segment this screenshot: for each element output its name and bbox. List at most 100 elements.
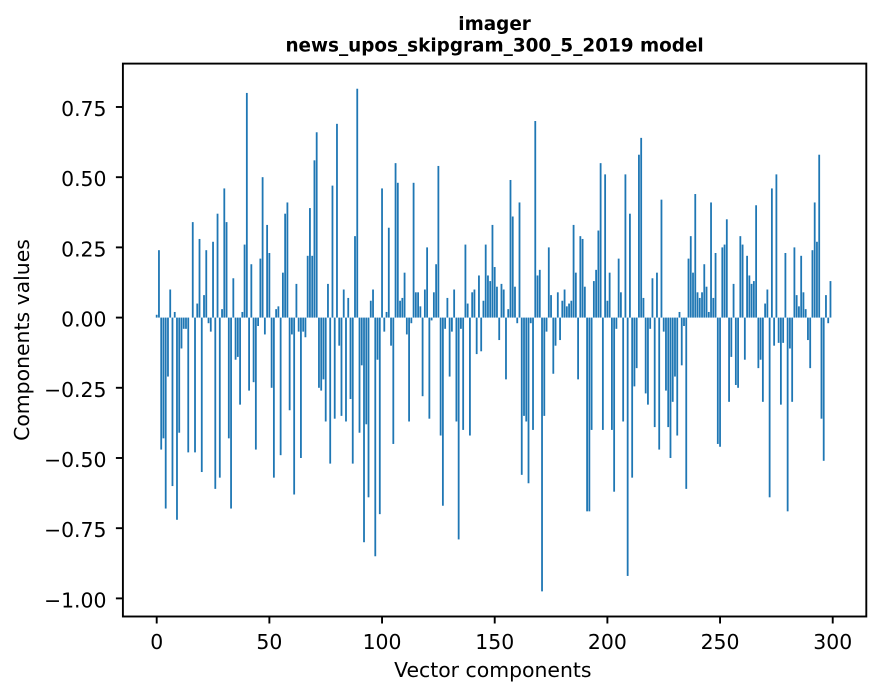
bar-137 xyxy=(464,244,467,318)
bar-220 xyxy=(651,278,654,318)
x-tick-label-0: 0 xyxy=(150,630,163,654)
bar-244 xyxy=(705,286,708,318)
bar-179 xyxy=(559,317,561,341)
bar-240 xyxy=(696,292,699,318)
bar-131 xyxy=(451,317,453,332)
bar-245 xyxy=(707,311,710,318)
bar-225 xyxy=(662,317,665,332)
bar-276 xyxy=(777,317,780,343)
x-tick-label-150: 150 xyxy=(475,630,514,654)
bar-34 xyxy=(232,278,235,318)
bar-65 xyxy=(302,317,305,332)
bar-49 xyxy=(266,224,269,318)
bar-248 xyxy=(714,253,717,318)
bar-155 xyxy=(505,317,507,380)
bar-169 xyxy=(536,275,539,318)
bar-279 xyxy=(784,253,787,318)
bar-37 xyxy=(239,317,241,405)
bar-4 xyxy=(164,317,167,509)
bar-241 xyxy=(698,297,701,318)
bar-143 xyxy=(478,275,480,318)
bar-252 xyxy=(723,244,726,318)
bar-19 xyxy=(198,238,201,318)
bar-95 xyxy=(369,300,372,318)
bar-108 xyxy=(399,300,401,318)
bar-227 xyxy=(667,317,670,428)
bar-182 xyxy=(565,306,568,318)
bar-187 xyxy=(577,317,579,380)
bar-158 xyxy=(511,216,514,318)
bar-249 xyxy=(716,317,719,444)
bar-62 xyxy=(295,283,298,318)
bar-216 xyxy=(642,297,645,318)
bar-267 xyxy=(757,317,760,369)
chart-title: imager news_upos_skipgram_300_5_2019 mod… xyxy=(285,14,703,56)
bar-263 xyxy=(748,275,751,318)
bar-292 xyxy=(813,202,816,318)
bar-113 xyxy=(410,317,413,324)
bar-27 xyxy=(216,213,219,318)
bar-136 xyxy=(462,317,465,430)
bar-159 xyxy=(514,286,516,318)
bar-217 xyxy=(644,317,647,394)
bar-284 xyxy=(795,295,798,318)
bar-221 xyxy=(653,317,656,428)
bar-128 xyxy=(444,317,447,329)
bar-265 xyxy=(752,281,755,318)
bar-6 xyxy=(169,289,172,318)
bar-77 xyxy=(329,317,332,464)
bar-177 xyxy=(554,317,557,346)
bar-280 xyxy=(786,317,789,512)
bar-195 xyxy=(595,269,598,318)
bar-117 xyxy=(419,306,422,318)
bar-262 xyxy=(746,255,748,318)
bar-149 xyxy=(491,224,494,318)
bar-165 xyxy=(527,317,530,484)
bar-30 xyxy=(223,188,226,318)
bar-42 xyxy=(250,264,253,318)
bar-246 xyxy=(710,202,712,318)
bar-235 xyxy=(685,317,688,489)
bar-294 xyxy=(818,154,821,318)
bar-299 xyxy=(829,281,832,318)
bar-123 xyxy=(432,292,435,318)
bar-18 xyxy=(196,303,199,318)
bar-139 xyxy=(469,317,471,436)
bar-180 xyxy=(561,300,564,318)
bar-43 xyxy=(252,317,255,383)
bar-0 xyxy=(155,314,158,318)
bar-203 xyxy=(613,317,616,492)
bar-199 xyxy=(604,174,607,318)
bar-167 xyxy=(532,317,534,430)
bar-76 xyxy=(327,283,329,318)
bar-205 xyxy=(617,258,620,318)
bar-233 xyxy=(680,317,683,366)
bar-286 xyxy=(800,255,803,318)
bar-39 xyxy=(243,244,246,318)
bar-17 xyxy=(194,317,196,453)
bar-278 xyxy=(782,317,785,343)
bar-228 xyxy=(669,317,672,458)
bar-238 xyxy=(692,272,694,318)
bar-288 xyxy=(804,309,807,318)
bar-38 xyxy=(241,311,244,318)
bar-166 xyxy=(529,317,532,324)
bar-172 xyxy=(543,317,546,416)
bar-218 xyxy=(647,317,649,405)
bar-282 xyxy=(791,317,794,402)
bar-1 xyxy=(158,250,160,318)
bar-231 xyxy=(676,317,679,436)
bar-68 xyxy=(309,208,311,318)
bar-25 xyxy=(212,241,214,318)
bar-269 xyxy=(761,317,764,402)
bar-22 xyxy=(205,250,208,318)
bar-171 xyxy=(541,317,543,592)
bar-173 xyxy=(545,317,548,332)
bar-118 xyxy=(421,317,424,397)
bar-135 xyxy=(460,317,462,329)
bar-58 xyxy=(286,202,289,318)
bar-170 xyxy=(538,269,541,318)
bar-274 xyxy=(773,317,776,346)
bar-53 xyxy=(275,309,278,318)
bar-20 xyxy=(200,317,203,473)
